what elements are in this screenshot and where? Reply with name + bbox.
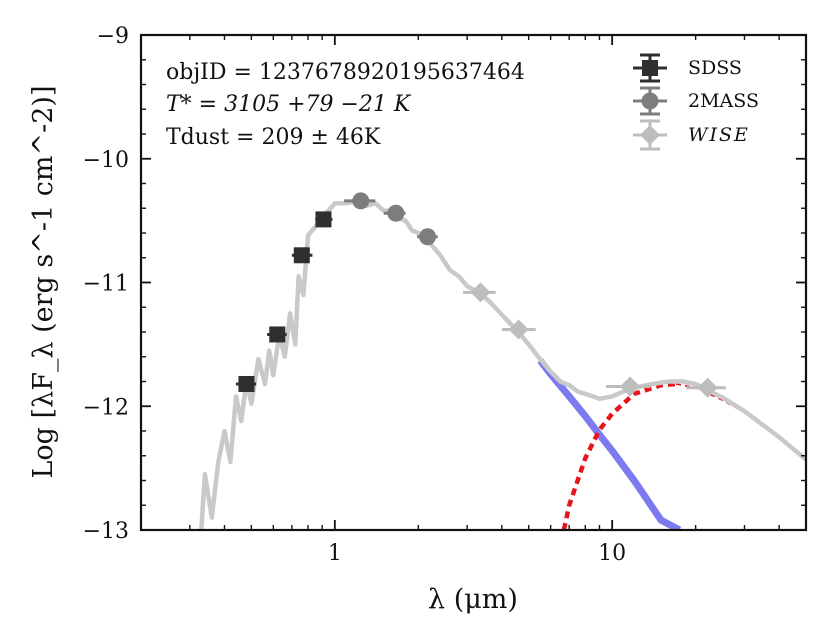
objid-annotation: objID = 1237678920195637464 bbox=[166, 60, 525, 85]
diamond-marker-icon bbox=[640, 125, 660, 145]
diamond-marker bbox=[470, 282, 491, 303]
circle-marker bbox=[387, 204, 405, 222]
y-axis-label: Log [λF_λ (erg s^-1 cm^-2)] bbox=[28, 86, 59, 479]
data-point-sdss bbox=[315, 211, 333, 228]
diamond-marker bbox=[508, 319, 529, 340]
circle-marker bbox=[352, 192, 370, 210]
x-tick-label: 1 bbox=[328, 541, 342, 566]
data-point-2mass bbox=[383, 204, 406, 222]
data-point-sdss bbox=[235, 375, 257, 392]
circle-marker bbox=[419, 228, 437, 246]
tdust-annotation: Tdust = 209 ± 46K bbox=[166, 125, 381, 150]
square-marker bbox=[293, 247, 310, 264]
axis-ticks: 1 10 −13 −12 −11 −10 −9 bbox=[83, 24, 807, 566]
circle-marker-icon bbox=[641, 92, 659, 110]
y-tick-label: −10 bbox=[83, 148, 129, 173]
legend: SDSS 2MASS WISE bbox=[633, 53, 759, 151]
square-marker bbox=[238, 375, 255, 392]
legend-label-2mass: 2MASS bbox=[688, 90, 759, 112]
square-marker-icon bbox=[642, 60, 658, 76]
data-point-2mass bbox=[417, 228, 438, 246]
square-marker bbox=[269, 326, 286, 343]
data-point-wise bbox=[463, 282, 496, 303]
legend-label-wise: WISE bbox=[688, 124, 750, 146]
y-tick-label: −12 bbox=[83, 395, 129, 420]
legend-entry-2mass: 2MASS bbox=[633, 86, 759, 116]
legend-entry-wise: WISE bbox=[633, 119, 750, 151]
diamond-marker bbox=[620, 376, 641, 397]
y-tick-label: −9 bbox=[97, 24, 129, 49]
dust-model-curve bbox=[561, 381, 677, 530]
legend-entry-sdss: SDSS bbox=[633, 53, 742, 83]
data-point-sdss bbox=[267, 326, 287, 343]
diamond-marker bbox=[697, 377, 718, 398]
x-tick-label: 10 bbox=[598, 541, 626, 566]
data-point-sdss bbox=[291, 247, 313, 264]
model-curves bbox=[199, 198, 806, 530]
square-marker bbox=[315, 211, 332, 228]
legend-label-sdss: SDSS bbox=[688, 57, 742, 79]
data-points bbox=[235, 192, 726, 398]
y-tick-label: −11 bbox=[83, 272, 129, 297]
data-point-2mass bbox=[344, 192, 376, 210]
data-point-wise bbox=[686, 377, 726, 398]
total-model-curve bbox=[199, 198, 806, 530]
dust-model-curve-tail bbox=[675, 383, 806, 461]
y-tick-label: −13 bbox=[83, 519, 129, 544]
data-point-wise bbox=[501, 319, 536, 340]
x-axis-label: λ (μm) bbox=[428, 584, 518, 615]
data-point-wise bbox=[605, 376, 651, 397]
tstar-annotation: T* = 3105 +79 −21 K bbox=[166, 92, 412, 117]
